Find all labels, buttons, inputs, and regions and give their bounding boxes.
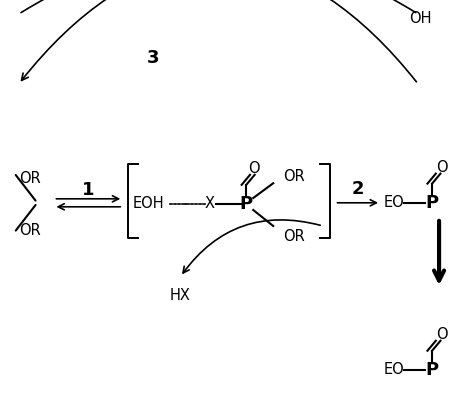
- Text: HX: HX: [170, 288, 191, 303]
- Text: O: O: [437, 160, 448, 175]
- Text: OR: OR: [283, 169, 305, 184]
- Text: OR: OR: [19, 171, 41, 186]
- Text: 1: 1: [82, 181, 95, 199]
- Text: OR: OR: [19, 223, 41, 238]
- Text: O: O: [437, 327, 448, 342]
- FancyArrowPatch shape: [21, 0, 417, 82]
- FancyArrowPatch shape: [21, 0, 416, 80]
- Text: OH: OH: [409, 11, 432, 26]
- Text: 2: 2: [352, 180, 364, 198]
- Text: X: X: [205, 197, 215, 211]
- Text: O: O: [248, 160, 260, 175]
- Text: EO: EO: [383, 195, 404, 210]
- Text: EO: EO: [383, 362, 404, 377]
- FancyArrowPatch shape: [183, 220, 320, 273]
- Text: P: P: [426, 194, 438, 212]
- Text: EOH: EOH: [133, 197, 164, 211]
- Text: P: P: [240, 195, 253, 213]
- Text: OR: OR: [283, 229, 305, 244]
- Text: 3: 3: [147, 49, 160, 67]
- Text: P: P: [426, 361, 438, 379]
